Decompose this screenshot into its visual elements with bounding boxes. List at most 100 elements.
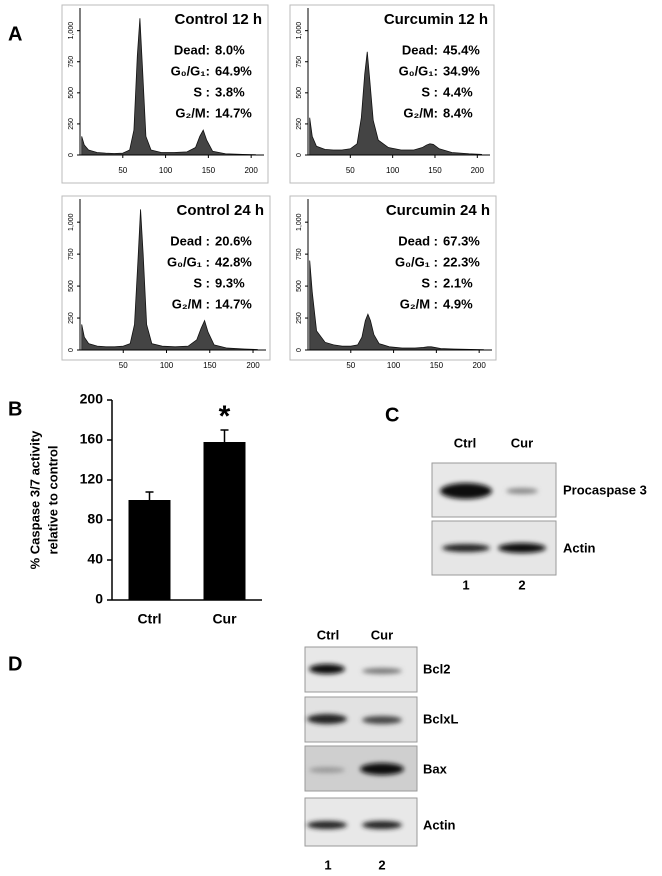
y-tick-label: 1,000 bbox=[68, 213, 75, 231]
histogram: 0 250 500 750 1,000 50 100 150 200 Control 12 h De… bbox=[61, 4, 269, 184]
histogram: 0 250 500 750 1,000 50 100 150 200 Curcumin 12 h D… bbox=[289, 4, 495, 184]
histogram-area bbox=[81, 18, 256, 156]
plot-frame bbox=[61, 195, 271, 361]
stat-label: G₀/G₁ : bbox=[395, 254, 438, 269]
row-label: Actin bbox=[563, 540, 596, 555]
band bbox=[309, 767, 345, 773]
x-tick-label: 200 bbox=[246, 361, 260, 370]
stat-label: Dead : bbox=[398, 233, 438, 248]
stat-label: Dead: bbox=[174, 42, 210, 57]
stat-label: G₀/G₁ : bbox=[167, 254, 210, 269]
error-bar bbox=[220, 429, 229, 442]
x-tick-label: Ctrl bbox=[137, 611, 161, 627]
histogram: 0 250 500 750 1,000 50 100 150 200 Control 24 h De… bbox=[61, 195, 271, 370]
error-bar bbox=[145, 491, 154, 500]
x-tick-label: 100 bbox=[387, 361, 401, 370]
y-tick-label: 750 bbox=[68, 56, 75, 68]
stat-value: 45.4% bbox=[443, 42, 480, 57]
band bbox=[360, 763, 404, 775]
stat-value: 8.0% bbox=[215, 42, 245, 57]
y-tick-label: 500 bbox=[68, 280, 75, 292]
stat-value: 14.7% bbox=[215, 105, 252, 120]
histogram-title: Control 24 h bbox=[176, 202, 264, 219]
lane-label: Cur bbox=[511, 435, 533, 450]
x-tick-label: 50 bbox=[119, 361, 128, 370]
y-tick-label: 250 bbox=[68, 312, 75, 324]
stat-value: 22.3% bbox=[443, 254, 480, 269]
x-tick-label: 150 bbox=[203, 361, 217, 370]
lane-number: 2 bbox=[378, 857, 385, 872]
y-tick-label: 250 bbox=[296, 118, 303, 130]
histogram-area bbox=[309, 260, 484, 351]
histogram: 0 250 500 750 1,000 50 100 150 200 Curcumin 24 h D… bbox=[289, 195, 497, 370]
stat-label: S : bbox=[421, 275, 438, 290]
stat-label: S : bbox=[193, 275, 210, 290]
lane-number: 1 bbox=[462, 577, 469, 592]
x-tick-label: 150 bbox=[202, 166, 216, 175]
histogram-title: Control 12 h bbox=[174, 11, 262, 28]
y-tick-label: 200 bbox=[80, 391, 104, 407]
x-tick-label: 200 bbox=[472, 361, 486, 370]
stat-value: 42.8% bbox=[215, 254, 252, 269]
plot-frame bbox=[289, 4, 495, 184]
stat-label: S : bbox=[421, 84, 438, 99]
x-tick-label: 200 bbox=[471, 166, 485, 175]
stat-value: 64.9% bbox=[215, 63, 252, 78]
blot-d: Ctrl Cur Bcl2 BclxL Bax Actin 1 2 bbox=[304, 627, 458, 872]
x-tick-label: 200 bbox=[244, 166, 258, 175]
stat-label: G₀/G₁: bbox=[171, 63, 210, 78]
y-tick-label: 0 bbox=[68, 348, 75, 352]
x-tick-label: 50 bbox=[346, 166, 355, 175]
plot-frame bbox=[61, 4, 269, 184]
stat-label: Dead: bbox=[402, 42, 438, 57]
x-tick-label: 100 bbox=[160, 361, 174, 370]
y-tick-label: 0 bbox=[95, 591, 103, 607]
y-tick-label: 500 bbox=[296, 87, 303, 99]
y-tick-label: 750 bbox=[296, 56, 303, 68]
row-label: Actin bbox=[423, 817, 456, 832]
y-tick-label: 160 bbox=[80, 431, 104, 447]
y-tick-label: 0 bbox=[68, 153, 75, 157]
y-tick-label: 500 bbox=[68, 87, 75, 99]
y-tick-label: 1,000 bbox=[296, 22, 303, 40]
stat-value: 4.9% bbox=[443, 296, 473, 311]
stat-value: 4.4% bbox=[443, 84, 473, 99]
y-tick-label: 120 bbox=[80, 471, 104, 487]
stat-label: G₂/M: bbox=[403, 105, 438, 120]
y-tick-label: 750 bbox=[296, 248, 303, 260]
band bbox=[442, 544, 490, 552]
y-tick-label: 250 bbox=[296, 312, 303, 324]
stat-value: 14.7% bbox=[215, 296, 252, 311]
histogram-title: Curcumin 24 h bbox=[386, 202, 490, 219]
band bbox=[309, 664, 345, 674]
band bbox=[307, 821, 347, 829]
stat-value: 2.1% bbox=[443, 275, 473, 290]
lane-label: Cur bbox=[371, 627, 393, 642]
lane-label: Ctrl bbox=[317, 627, 339, 642]
y-tick-label: 250 bbox=[68, 118, 75, 130]
y-tick-label: 500 bbox=[296, 280, 303, 292]
lane-number: 1 bbox=[324, 857, 331, 872]
blot-c: Ctrl Cur Procaspase 3 Actin 1 2 bbox=[431, 435, 647, 592]
stat-value: 67.3% bbox=[443, 233, 480, 248]
histogram-title: Curcumin 12 h bbox=[384, 11, 488, 28]
band bbox=[498, 543, 546, 553]
stat-value: 20.6% bbox=[215, 233, 252, 248]
histogram-area bbox=[81, 209, 258, 351]
bar-chart: 0 40 80 120 160 200 % Caspase 3/7 activity rela… bbox=[27, 391, 262, 627]
x-tick-label: 50 bbox=[346, 361, 355, 370]
bar bbox=[203, 442, 246, 600]
panel-label: A bbox=[8, 23, 22, 45]
panel-label: D bbox=[8, 653, 22, 675]
y-tick-label: 40 bbox=[87, 551, 103, 567]
y-tick-label: 750 bbox=[68, 248, 75, 260]
stat-label: G₂/M : bbox=[400, 296, 438, 311]
y-axis-label: relative to control bbox=[45, 445, 60, 554]
plot-frame bbox=[289, 195, 497, 361]
significance-mark: * bbox=[219, 400, 231, 433]
stat-label: S : bbox=[193, 84, 210, 99]
row-label: Bax bbox=[423, 761, 448, 776]
band bbox=[440, 483, 492, 499]
band bbox=[506, 488, 538, 494]
